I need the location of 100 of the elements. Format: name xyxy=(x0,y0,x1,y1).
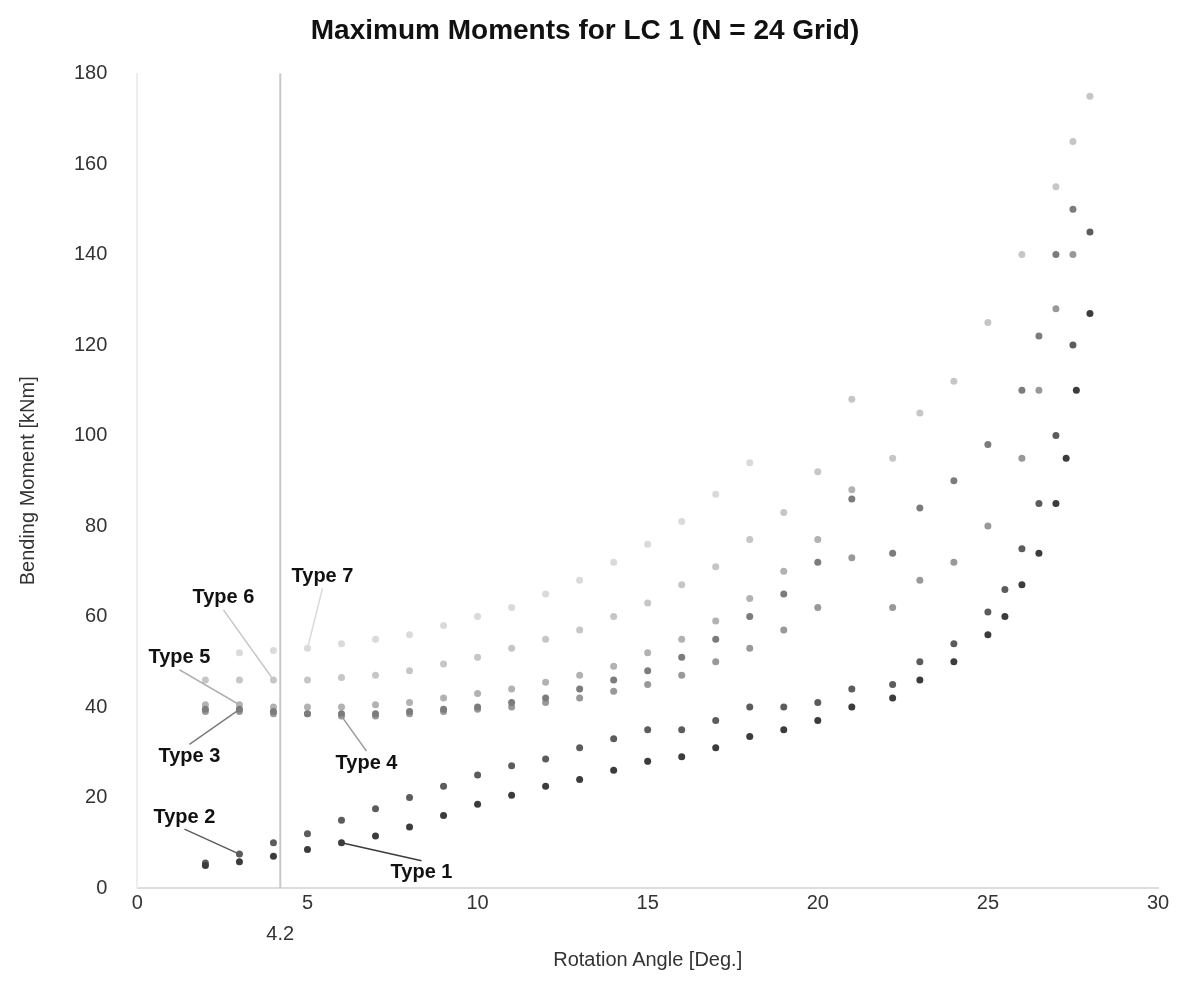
point xyxy=(916,504,924,512)
point xyxy=(950,658,958,666)
point xyxy=(678,581,686,589)
point xyxy=(1001,613,1009,621)
x-tick-label: 0 xyxy=(131,890,143,913)
point xyxy=(235,676,243,684)
point xyxy=(542,782,550,790)
point xyxy=(746,703,754,711)
y-tick-label: 160 xyxy=(73,151,108,174)
point xyxy=(1086,92,1094,100)
point xyxy=(848,554,856,562)
point xyxy=(508,762,516,770)
point xyxy=(1052,432,1060,440)
point xyxy=(984,441,992,449)
point xyxy=(1062,454,1070,462)
point xyxy=(542,755,550,763)
point xyxy=(1069,251,1077,259)
point xyxy=(1018,581,1026,589)
point xyxy=(474,689,482,697)
point xyxy=(950,558,958,566)
point xyxy=(372,805,380,813)
point xyxy=(814,536,822,544)
point xyxy=(1086,309,1094,317)
point xyxy=(610,662,618,670)
point xyxy=(474,800,482,808)
y-tick-label: 140 xyxy=(73,242,108,265)
point xyxy=(950,477,958,485)
point xyxy=(644,726,652,734)
point xyxy=(269,839,277,847)
y-tick-label: 80 xyxy=(85,513,108,536)
point xyxy=(712,744,720,752)
point xyxy=(814,558,822,566)
point xyxy=(712,717,720,725)
point xyxy=(916,576,924,584)
y-tick-label: 120 xyxy=(73,332,108,355)
point xyxy=(678,753,686,761)
point xyxy=(338,674,345,682)
legend-label: Type 4 xyxy=(335,750,399,773)
point xyxy=(848,495,856,503)
point xyxy=(372,701,380,709)
point xyxy=(1018,545,1026,553)
point xyxy=(916,676,924,684)
point xyxy=(235,649,243,657)
point xyxy=(950,640,958,648)
point xyxy=(889,694,897,702)
point xyxy=(1035,386,1043,394)
point xyxy=(508,603,516,611)
chart-title: Maximum Moments for LC 1 (N = 24 Grid) xyxy=(310,13,860,45)
point xyxy=(1052,499,1060,507)
point xyxy=(542,590,550,598)
x-tick-label: 5 xyxy=(301,890,314,913)
point xyxy=(440,694,448,702)
point xyxy=(984,608,992,616)
point xyxy=(406,631,414,639)
point xyxy=(1072,386,1080,394)
point xyxy=(678,653,686,661)
point xyxy=(780,590,788,598)
point xyxy=(610,613,618,621)
point xyxy=(1069,341,1077,349)
point xyxy=(746,594,754,602)
x-tick-label: 25 xyxy=(976,890,1000,913)
point xyxy=(678,635,686,643)
text: Type 7 xyxy=(291,563,354,586)
point xyxy=(303,703,311,711)
point xyxy=(780,703,788,711)
point xyxy=(235,858,243,866)
point xyxy=(406,699,414,706)
point xyxy=(610,676,618,684)
point xyxy=(814,603,822,611)
point xyxy=(848,703,856,711)
point xyxy=(746,459,754,467)
point xyxy=(644,649,652,657)
point xyxy=(542,678,550,686)
point xyxy=(746,613,754,621)
point xyxy=(644,757,652,765)
point xyxy=(712,617,720,625)
point xyxy=(474,771,482,779)
x-axis-title: Rotation Angle [Deg.] xyxy=(553,947,743,970)
point xyxy=(576,775,584,783)
y-tick-label: 100 xyxy=(73,423,108,446)
point xyxy=(746,536,754,544)
point xyxy=(984,318,992,326)
point xyxy=(542,635,550,643)
point xyxy=(814,699,822,706)
point xyxy=(848,395,856,403)
ref-line-label: 4.2 xyxy=(266,921,295,944)
point xyxy=(984,522,992,530)
point xyxy=(1035,332,1043,340)
point xyxy=(576,626,584,634)
point xyxy=(889,454,897,462)
point xyxy=(474,653,482,661)
point xyxy=(338,816,345,824)
point xyxy=(1035,499,1043,507)
x-tick-label: 30 xyxy=(1146,890,1170,913)
point xyxy=(542,694,550,702)
point xyxy=(889,680,897,688)
point xyxy=(1052,305,1060,313)
point xyxy=(848,486,856,494)
point xyxy=(1001,585,1009,593)
y-tick-label: 180 xyxy=(73,61,108,84)
